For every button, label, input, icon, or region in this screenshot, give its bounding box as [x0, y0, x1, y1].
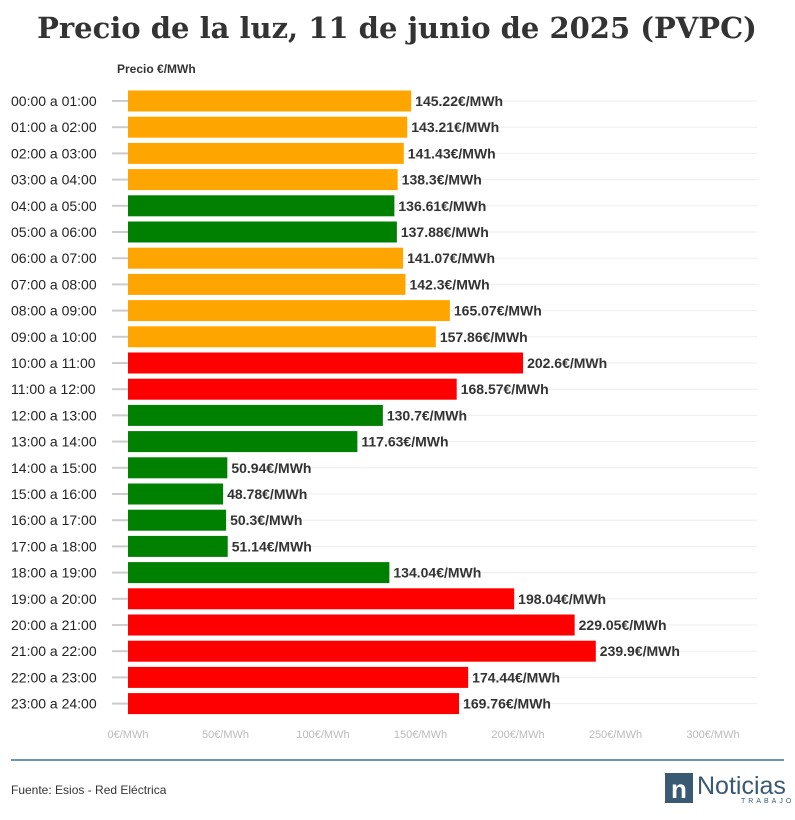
- value-label: 239.9€/MWh: [600, 643, 680, 659]
- grid-layer: [128, 100, 757, 705]
- bar: [128, 431, 358, 453]
- category-label: 08:00 a 09:00: [11, 303, 97, 319]
- bar: [128, 535, 228, 557]
- bar: [128, 273, 406, 295]
- x-tick-label: 300€/MWh: [686, 729, 739, 741]
- value-label: 168.57€/MWh: [461, 381, 549, 397]
- source-text: Fuente: Esios - Red Eléctrica: [11, 783, 167, 797]
- x-tick-label: 0€/MWh: [108, 729, 149, 741]
- category-label: 21:00 a 22:00: [11, 643, 97, 659]
- x-axis: 0€/MWh 50€/MWh 100€/MWh 150€/MWh 200€/MWh 250…: [108, 729, 740, 741]
- category-label: 03:00 a 04:00: [11, 172, 97, 188]
- value-label: 202.6€/MWh: [527, 355, 607, 371]
- category-label: 12:00 a 13:00: [11, 407, 97, 423]
- category-label: 07:00 a 08:00: [11, 276, 97, 292]
- category-label: 01:00 a 02:00: [11, 119, 97, 135]
- category-label: 14:00 a 15:00: [11, 460, 97, 476]
- value-label: 130.7€/MWh: [387, 407, 467, 423]
- value-label: 137.88€/MWh: [401, 224, 489, 240]
- value-label: 157.86€/MWh: [440, 329, 528, 345]
- bar: [128, 221, 397, 243]
- category-label: 11:00 a 12:00: [11, 381, 96, 397]
- bar: [128, 483, 224, 505]
- logo-box: [665, 773, 693, 803]
- bar: [128, 640, 596, 662]
- value-label: 138.3€/MWh: [402, 172, 482, 188]
- bar: [128, 300, 450, 322]
- bar: [128, 352, 524, 374]
- category-label: 23:00 a 24:00: [11, 696, 97, 712]
- bar: [128, 588, 515, 610]
- bar: [128, 247, 404, 269]
- value-label: 143.21€/MWh: [411, 119, 499, 135]
- value-label: 174.44€/MWh: [472, 669, 560, 685]
- value-label: 51.14€/MWh: [232, 538, 312, 554]
- noticias-trabajo-logo: n Noticias TRABAJO: [665, 772, 794, 805]
- bar: [128, 116, 408, 138]
- bar: [128, 509, 227, 531]
- value-label: 141.43€/MWh: [408, 145, 496, 161]
- category-label: 00:00 a 01:00: [11, 93, 97, 109]
- category-label: 10:00 a 11:00: [11, 355, 96, 371]
- value-label: 141.07€/MWh: [407, 250, 495, 266]
- category-label: 05:00 a 06:00: [11, 224, 97, 240]
- category-label: 17:00 a 18:00: [11, 538, 97, 554]
- category-label: 09:00 a 10:00: [11, 329, 97, 345]
- bar: [128, 614, 575, 636]
- bar: [128, 562, 390, 584]
- x-tick-label: 100€/MWh: [296, 729, 349, 741]
- bar: [128, 404, 383, 426]
- value-label: 136.61€/MWh: [398, 198, 486, 214]
- logo-name: Noticias: [697, 772, 786, 800]
- bar: [128, 666, 469, 688]
- category-label: 16:00 a 17:00: [11, 512, 97, 528]
- x-tick-label: 50€/MWh: [202, 729, 249, 741]
- category-label: 04:00 a 05:00: [11, 198, 97, 214]
- x-tick-label: 200€/MWh: [491, 729, 544, 741]
- category-label: 18:00 a 19:00: [11, 565, 97, 581]
- value-label: 198.04€/MWh: [518, 591, 606, 607]
- value-label: 48.78€/MWh: [227, 486, 307, 502]
- bar: [128, 142, 404, 164]
- x-tick-label: 250€/MWh: [589, 729, 642, 741]
- x-tick-label: 150€/MWh: [394, 729, 447, 741]
- category-label: 19:00 a 20:00: [11, 591, 97, 607]
- category-label: 15:00 a 16:00: [11, 486, 97, 502]
- bar: [128, 693, 460, 715]
- category-label: 02:00 a 03:00: [11, 145, 97, 161]
- bar: [128, 169, 398, 191]
- logo-letter: n: [671, 774, 687, 804]
- y-axis-label: Precio €/MWh: [117, 62, 196, 76]
- category-label: 20:00 a 21:00: [11, 617, 97, 633]
- chart-title: Precio de la luz, 11 de junio de 2025 (P…: [37, 11, 757, 45]
- value-label: 117.63€/MWh: [361, 434, 448, 450]
- value-label: 169.76€/MWh: [463, 696, 551, 712]
- value-label: 145.22€/MWh: [415, 93, 503, 109]
- bar: [128, 326, 436, 348]
- logo-sub: TRABAJO: [741, 798, 794, 805]
- bar: [128, 457, 228, 479]
- bar: [128, 195, 395, 217]
- bar: [128, 378, 457, 400]
- bar: [128, 90, 412, 112]
- value-label: 229.05€/MWh: [579, 617, 667, 633]
- category-label: 22:00 a 23:00: [11, 669, 97, 685]
- value-label: 50.3€/MWh: [230, 512, 302, 528]
- value-label: 142.3€/MWh: [409, 276, 489, 292]
- value-label: 134.04€/MWh: [393, 565, 481, 581]
- value-label: 50.94€/MWh: [231, 460, 311, 476]
- bars-layer: 00:00 a 01:00 145.22€/MWh 01:00 a 02:00 143…: [11, 90, 680, 715]
- value-label: 165.07€/MWh: [454, 303, 542, 319]
- category-label: 06:00 a 07:00: [11, 250, 97, 266]
- category-label: 13:00 a 14:00: [11, 434, 97, 450]
